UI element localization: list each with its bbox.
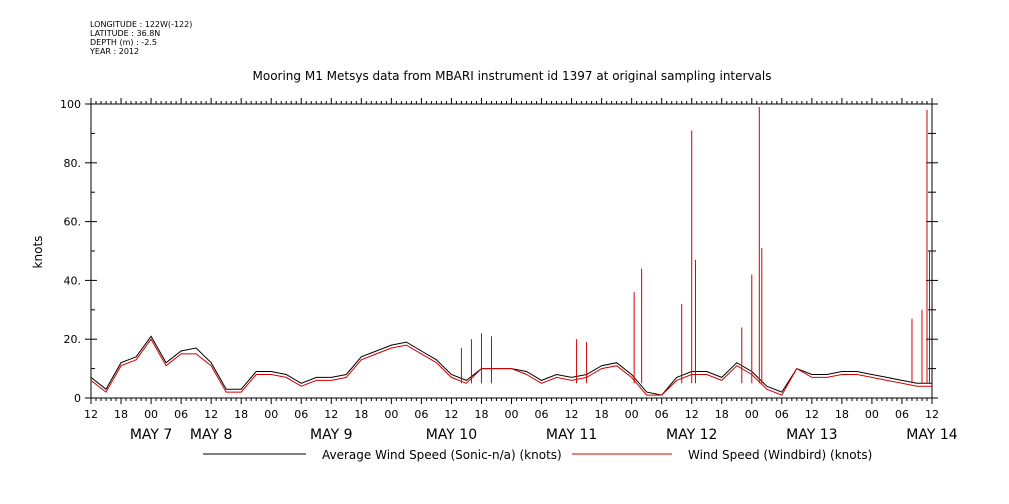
x-hour-tick-label: 06 xyxy=(895,408,909,421)
x-date-label: MAY 13 xyxy=(786,427,837,443)
x-date-label: MAY 9 xyxy=(310,427,352,443)
x-hour-tick-label: 18 xyxy=(114,408,128,421)
x-hour-tick-label: 18 xyxy=(715,408,729,421)
y-tick-label: 40. xyxy=(64,274,82,287)
legend-average-label: Average Wind Speed (Sonic-n/a) (knots) xyxy=(322,448,562,462)
latitude-label: LATITUDE : 36.8N xyxy=(90,29,161,38)
x-hour-tick-label: 12 xyxy=(925,408,939,421)
x-hour-tick-label: 06 xyxy=(174,408,188,421)
x-date-label: MAY 14 xyxy=(906,427,957,443)
x-hour-tick-label: 06 xyxy=(294,408,308,421)
legend-windbird-label: Wind Speed (Windbird) (knots) xyxy=(688,448,872,462)
x-date-label: MAY 10 xyxy=(426,427,477,443)
x-hour-tick-label: 00 xyxy=(144,408,158,421)
x-hour-tick-label: 00 xyxy=(384,408,398,421)
y-tick-label: 20. xyxy=(64,333,82,346)
x-hour-tick-label: 06 xyxy=(535,408,549,421)
x-hour-tick-label: 12 xyxy=(324,408,338,421)
series-average-line xyxy=(90,335,932,396)
chart-title: Mooring M1 Metsys data from MBARI instru… xyxy=(253,69,772,83)
x-hour-tick-label: 18 xyxy=(595,408,609,421)
x-hour-tick-label: 06 xyxy=(414,408,428,421)
x-hour-tick-label: 00 xyxy=(264,408,278,421)
x-date-label: MAY 7 xyxy=(130,427,172,443)
axes: 0 20. 40. 60. 80. 100 12 18 00 06 12 18 00 06 12 18 00 06… xyxy=(60,98,958,443)
depth-label: DEPTH (m) : -2.5 xyxy=(90,38,157,47)
x-date-label: MAY 11 xyxy=(546,427,597,443)
x-hour-tick-label: 18 xyxy=(354,408,368,421)
legend: Average Wind Speed (Sonic-n/a) (knots) W… xyxy=(203,448,872,462)
y-tick-label: 0 xyxy=(74,392,81,405)
y-tick-label: 60. xyxy=(64,216,82,229)
x-hour-tick-label: 18 xyxy=(835,408,849,421)
series-windbird-line xyxy=(90,338,932,396)
y-tick-label: 100 xyxy=(60,98,81,111)
x-hour-tick-label: 00 xyxy=(625,408,639,421)
x-hour-tick-label: 06 xyxy=(655,408,669,421)
x-hour-tick-label: 12 xyxy=(565,408,579,421)
x-hour-tick-label: 12 xyxy=(444,408,458,421)
y-tick-label: 80. xyxy=(64,157,82,170)
x-hour-tick-label: 12 xyxy=(84,408,98,421)
x-hour-tick-label: 12 xyxy=(685,408,699,421)
x-hour-tick-label: 00 xyxy=(865,408,879,421)
plot-frame xyxy=(90,103,933,399)
x-hour-tick-label: 06 xyxy=(775,408,789,421)
location-header: LONGITUDE : 122W(-122) LATITUDE : 36.8N … xyxy=(90,20,192,56)
series-layer xyxy=(90,106,932,396)
y-axis-label: knots xyxy=(31,236,45,269)
x-hour-tick-label: 18 xyxy=(234,408,248,421)
year-label: YEAR : 2012 xyxy=(90,47,140,56)
x-hour-tick-label: 12 xyxy=(204,408,218,421)
x-hour-tick-label: 18 xyxy=(474,408,488,421)
x-date-label: MAY 8 xyxy=(190,427,232,443)
x-hour-tick-label: 00 xyxy=(505,408,519,421)
x-hour-tick-label: 12 xyxy=(805,408,819,421)
longitude-label: LONGITUDE : 122W(-122) xyxy=(90,20,193,29)
x-hour-tick-label: 00 xyxy=(745,408,759,421)
x-date-label: MAY 12 xyxy=(666,427,717,443)
